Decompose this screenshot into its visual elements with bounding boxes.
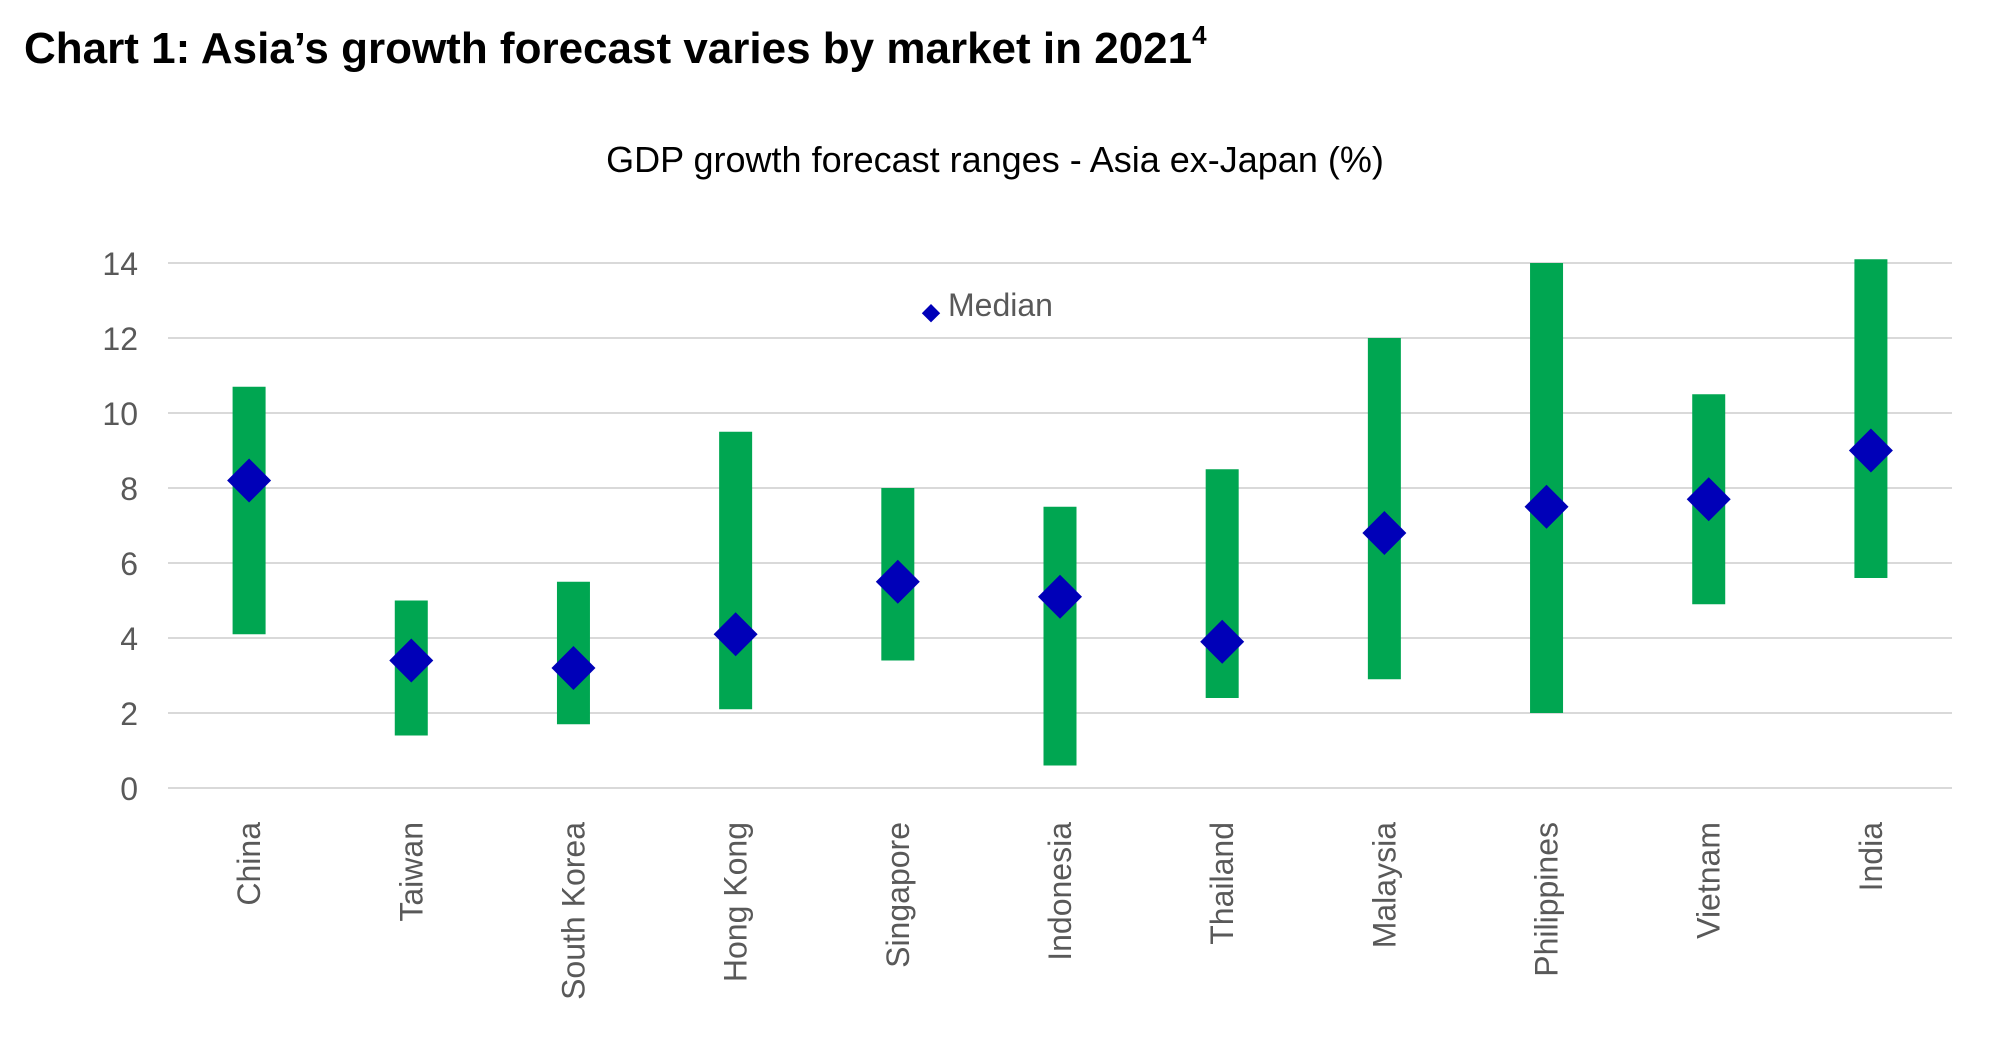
- range-bars: [232, 259, 1888, 766]
- median-marker-malaysia: [1362, 511, 1407, 555]
- median-marker-philippines: [1524, 484, 1569, 529]
- range-bar-hong-kong: [719, 431, 753, 710]
- x-tick-label: South Korea: [555, 822, 591, 1000]
- median-marker-taiwan: [389, 638, 434, 683]
- y-tick-label: 0: [120, 771, 138, 807]
- page-title: Chart 1: Asia’s growth forecast varies b…: [24, 20, 1207, 74]
- median-marker-singapore: [875, 559, 920, 604]
- x-tick-label: Indonesia: [1042, 822, 1078, 961]
- range-bar-indonesia: [1043, 506, 1077, 766]
- y-tick-label: 8: [120, 471, 138, 507]
- range-bar-india: [1854, 259, 1888, 578]
- x-tick-label: Hong Kong: [718, 822, 754, 982]
- x-tick-label: Singapore: [880, 822, 916, 968]
- y-tick-label: 10: [102, 396, 138, 432]
- x-tick-label: Taiwan: [393, 822, 429, 922]
- x-tick-label: Philippines: [1529, 822, 1565, 977]
- y-tick-label: 4: [120, 621, 138, 657]
- range-bar-malaysia: [1367, 338, 1401, 680]
- y-tick-label: 14: [102, 246, 138, 282]
- median-marker-hong-kong: [713, 612, 758, 657]
- y-tick-label: 2: [120, 696, 138, 732]
- range-bar-china: [232, 386, 266, 635]
- median-marker-thailand: [1200, 619, 1245, 664]
- x-tick-label: Thailand: [1204, 822, 1240, 945]
- x-tick-label: China: [231, 822, 267, 906]
- chart-title: GDP growth forecast ranges - Asia ex-Jap…: [606, 139, 1384, 180]
- median-marker-south-korea: [551, 646, 596, 690]
- y-tick-label: 6: [120, 546, 138, 582]
- page-title-superscript: 4: [1192, 20, 1207, 50]
- legend-median-label: Median: [948, 287, 1053, 323]
- median-marker-china: [227, 458, 272, 503]
- x-axis-ticks: China Taiwan South Korea Hong Kong Singapore…: [231, 822, 1889, 1000]
- median-marker-indonesia: [1038, 574, 1082, 619]
- x-tick-label: Malaysia: [1366, 822, 1402, 948]
- legend-median-marker: [921, 304, 941, 323]
- legend: Median: [921, 287, 1053, 323]
- x-tick-label: Vietnam: [1691, 822, 1727, 939]
- y-tick-label: 12: [102, 321, 138, 357]
- x-tick-label: India: [1853, 822, 1889, 892]
- median-markers: [227, 428, 1893, 690]
- median-marker-vietnam: [1686, 477, 1731, 522]
- median-marker-india: [1848, 428, 1893, 473]
- y-axis-ticks: 0 2 4 6 8 10 12 14: [102, 246, 138, 807]
- page-title-text: Chart 1: Asia’s growth forecast varies b…: [24, 24, 1193, 73]
